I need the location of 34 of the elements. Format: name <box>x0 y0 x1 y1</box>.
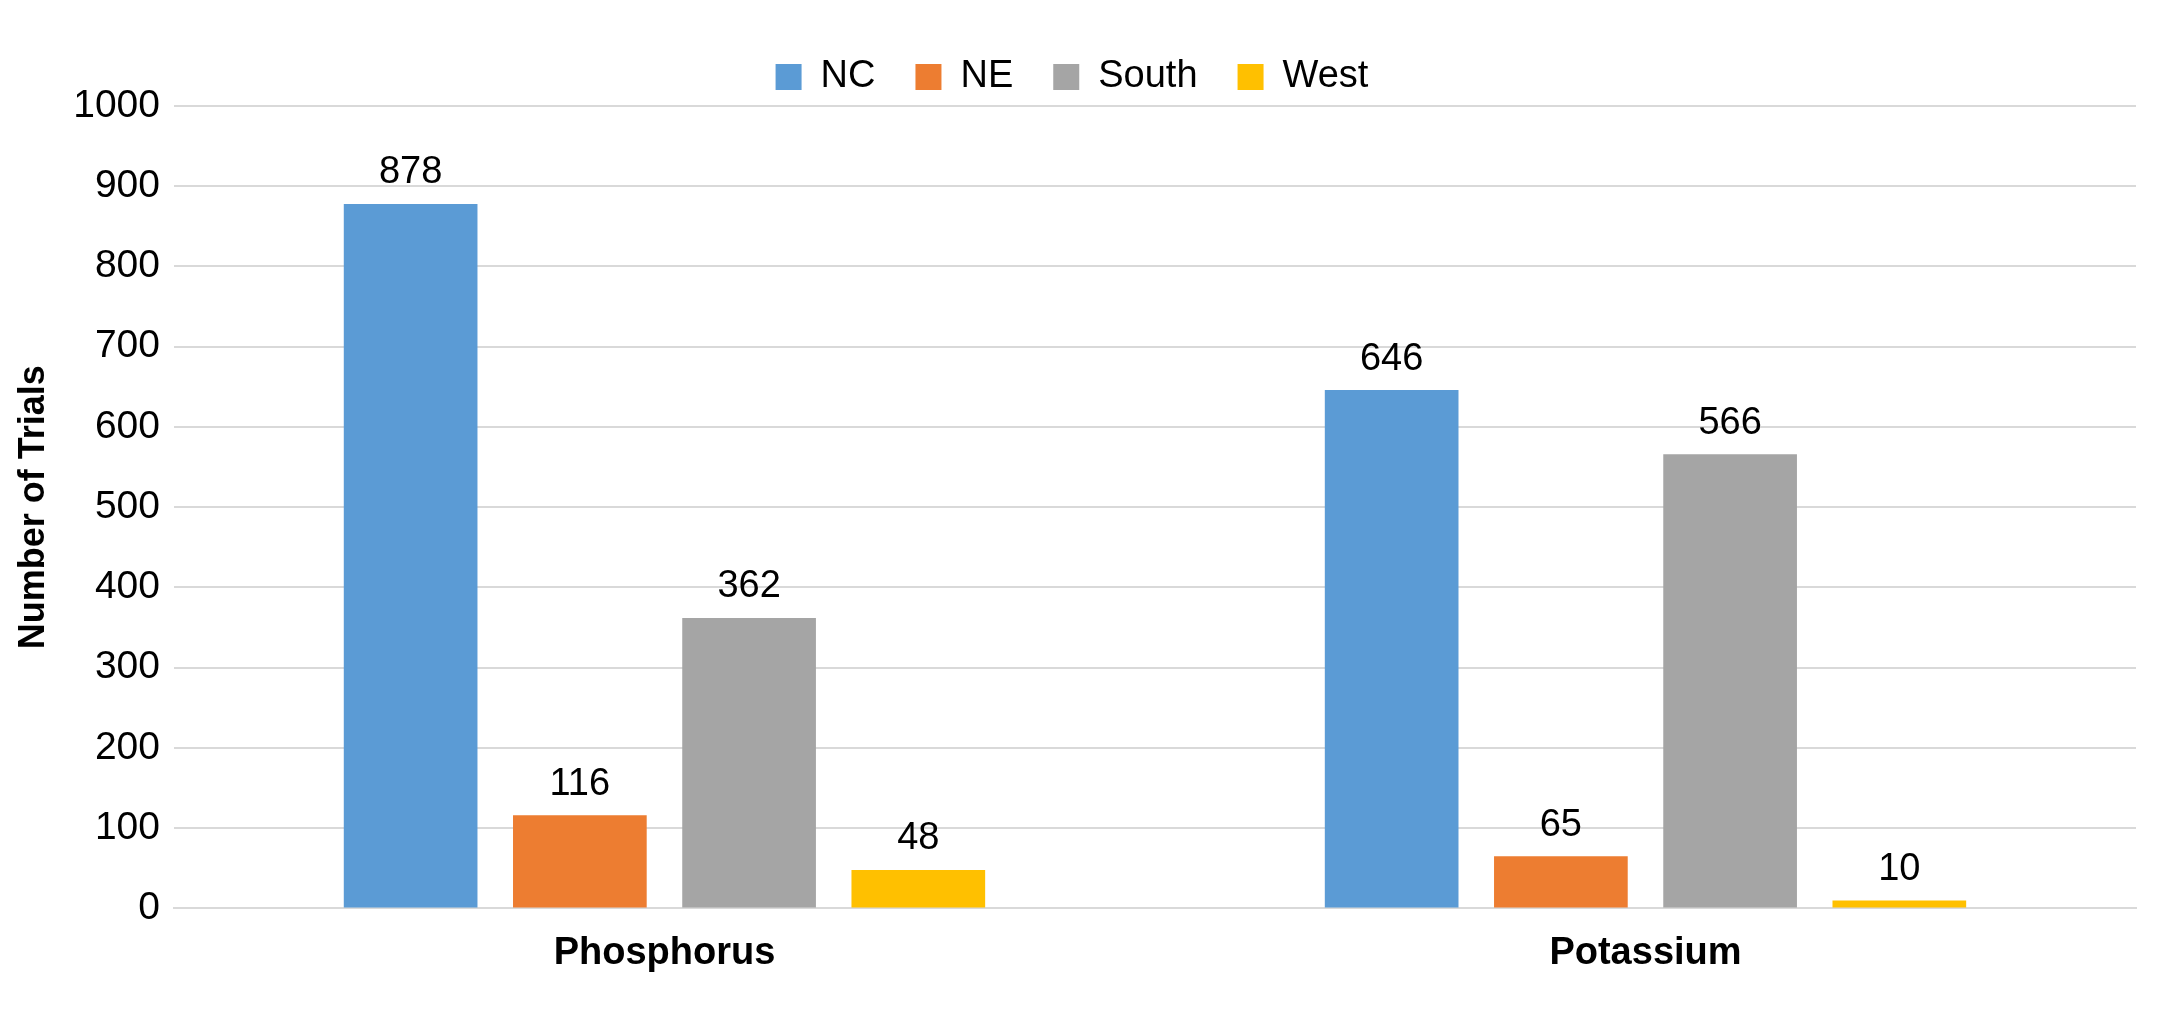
legend-label: NC <box>820 53 876 96</box>
bar <box>851 869 986 908</box>
data-label: 566 <box>1698 399 1762 442</box>
y-tick-label: 100 <box>94 803 160 847</box>
bar <box>682 617 816 908</box>
y-tick-label: 400 <box>94 563 160 607</box>
y-tick-label: 0 <box>138 884 160 928</box>
data-label: 362 <box>717 563 781 606</box>
y-tick-label: 800 <box>94 242 160 286</box>
legend-label: NE <box>960 53 1014 96</box>
y-tick-label: 1000 <box>73 81 160 125</box>
bar <box>1832 900 1967 908</box>
legend-label: South <box>1098 53 1198 96</box>
y-axis-title: Number of Trials <box>10 365 52 650</box>
bar <box>1324 390 1459 908</box>
bar <box>513 815 647 908</box>
data-label: 10 <box>1878 845 1921 888</box>
y-tick-label: 900 <box>94 161 160 205</box>
data-label: 878 <box>378 149 443 192</box>
y-tick-label: 700 <box>94 322 160 366</box>
data-label: 116 <box>549 760 611 803</box>
y-tick-label: 300 <box>94 643 160 687</box>
data-label: 646 <box>1359 335 1424 378</box>
bar <box>1494 856 1628 908</box>
y-tick-label: 600 <box>94 402 160 446</box>
x-tick-label: Phosphorus <box>553 929 776 972</box>
x-tick-label: Potassium <box>1549 929 1742 972</box>
y-tick-label: 500 <box>94 482 160 526</box>
y-tick-label: 200 <box>94 723 160 767</box>
data-label: 48 <box>897 815 940 858</box>
bar <box>343 203 478 908</box>
legend-label: West <box>1282 53 1369 96</box>
bar <box>1663 454 1797 908</box>
data-label: 65 <box>1539 801 1583 844</box>
